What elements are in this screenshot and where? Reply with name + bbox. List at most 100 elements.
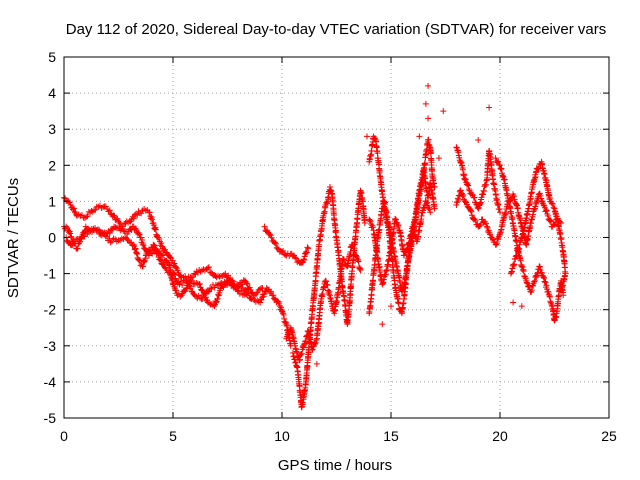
data-point — [422, 100, 429, 107]
data-point — [276, 300, 283, 307]
data-point — [462, 176, 469, 183]
data-point — [272, 239, 279, 246]
data-point — [425, 136, 432, 143]
data-point — [147, 213, 154, 220]
data-point — [496, 231, 503, 238]
data-point — [518, 303, 525, 310]
data-point — [207, 285, 214, 292]
data-point — [465, 182, 472, 189]
data-point — [277, 304, 284, 311]
data-point — [65, 229, 72, 236]
data-point — [493, 241, 500, 248]
data-point — [538, 195, 545, 202]
axis-ticks — [63, 56, 610, 419]
data-point — [100, 230, 107, 237]
data-point — [206, 300, 213, 307]
data-point — [272, 240, 279, 247]
data-point — [70, 205, 77, 212]
data-point — [489, 234, 496, 241]
data-point — [285, 331, 292, 338]
data-point — [140, 242, 147, 249]
data-point — [357, 266, 364, 273]
data-point — [215, 292, 222, 299]
data-point — [462, 198, 469, 205]
data-point — [530, 282, 537, 289]
data-point — [492, 155, 499, 162]
data-point — [483, 223, 490, 230]
data-point — [172, 264, 179, 271]
data-point — [367, 218, 374, 225]
data-point — [111, 223, 118, 230]
data-point — [465, 186, 472, 193]
x-tick-label: 15 — [383, 428, 399, 444]
data-point — [366, 217, 373, 224]
data-point — [124, 236, 131, 243]
y-axis-label: SDTVAR / TECUs — [5, 178, 22, 298]
data-point — [75, 236, 82, 243]
data-point — [139, 236, 146, 243]
data-point — [369, 224, 376, 231]
data-point — [136, 231, 143, 238]
y-tick-label: 2 — [48, 157, 56, 173]
data-point — [205, 264, 212, 271]
data-point — [313, 336, 320, 343]
data-point — [177, 278, 184, 285]
data-point — [154, 249, 161, 256]
data-point — [292, 254, 299, 261]
data-point — [431, 205, 438, 212]
data-point — [270, 292, 277, 299]
data-point — [280, 247, 287, 254]
x-tick-label: 10 — [274, 428, 290, 444]
data-point — [548, 200, 555, 207]
data-point — [67, 233, 74, 240]
data-point — [560, 292, 567, 299]
data-point — [244, 280, 251, 287]
data-point — [558, 288, 565, 295]
data-point — [266, 231, 273, 238]
data-point — [258, 296, 265, 303]
data-point — [350, 242, 357, 249]
y-tick-label: -5 — [44, 410, 57, 426]
data-point — [187, 283, 194, 290]
data-point — [425, 82, 432, 89]
data-point — [177, 293, 184, 300]
data-point — [312, 341, 319, 348]
data-point — [311, 340, 318, 347]
data-point — [426, 206, 433, 213]
data-point — [146, 247, 153, 254]
data-point — [151, 242, 158, 249]
data-point — [376, 168, 383, 175]
data-point — [402, 249, 409, 256]
data-point — [87, 209, 94, 216]
data-point — [138, 210, 145, 217]
data-point — [313, 360, 320, 367]
data-point — [199, 295, 206, 302]
data-point — [92, 206, 99, 213]
data-point — [146, 209, 153, 216]
data-point — [404, 245, 411, 252]
data-point — [299, 399, 306, 406]
data-point — [157, 257, 164, 264]
data-point — [495, 158, 502, 165]
data-point — [549, 200, 556, 207]
data-point — [431, 183, 438, 190]
data-point — [355, 258, 362, 265]
data-point — [179, 282, 186, 289]
data-point — [261, 223, 268, 230]
data-point — [324, 282, 331, 289]
data-point — [379, 321, 386, 328]
data-point — [152, 246, 159, 253]
data-point — [83, 213, 90, 220]
data-point — [523, 279, 530, 286]
x-tick-label: 0 — [60, 428, 68, 444]
data-point — [214, 295, 221, 302]
data-point — [74, 245, 81, 252]
data-point — [280, 310, 287, 317]
data-point — [485, 227, 492, 234]
data-point — [152, 226, 159, 233]
data-point — [361, 220, 368, 227]
data-point — [370, 277, 377, 284]
data-point — [88, 208, 95, 215]
data-point — [435, 155, 442, 162]
